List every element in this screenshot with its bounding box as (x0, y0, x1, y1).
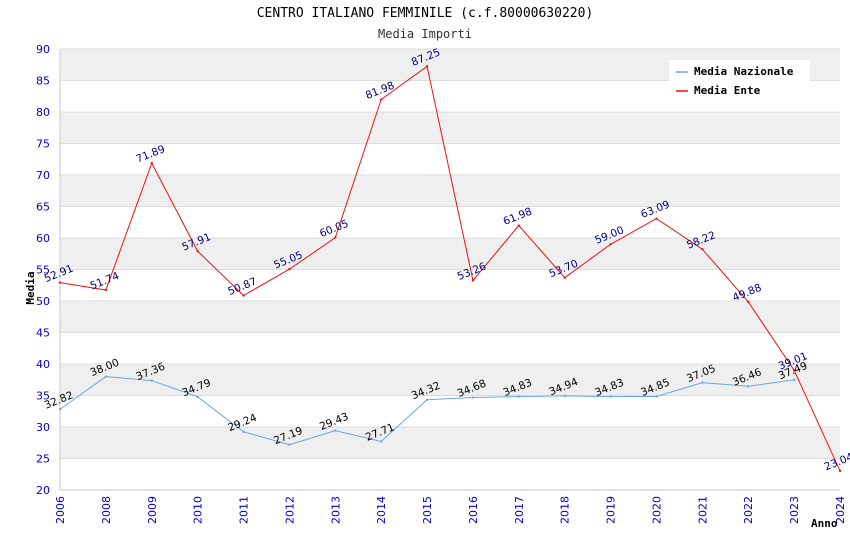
axes (59, 49, 840, 491)
y-tick-label-50: 50 (36, 295, 50, 308)
data-point-media-ente-2010 (196, 249, 199, 253)
series-line-media-ente (59, 65, 841, 472)
data-point-media-ente-2008 (104, 288, 108, 292)
data-point-media-ente-2018 (563, 276, 566, 279)
background-band (60, 427, 840, 459)
background-band (60, 175, 840, 207)
x-tick-label-2016: 2016 (467, 496, 480, 524)
data-point-media-nazionale-2023 (792, 378, 796, 382)
data-point-media-ente-2006 (58, 281, 62, 284)
data-point-media-nazionale-2020 (655, 395, 658, 398)
data-label-media-ente-2017: 61.98 (502, 206, 534, 228)
data-point-media-ente-2017 (517, 224, 521, 227)
data-point-media-nazionale-2010 (196, 395, 199, 399)
y-axis-ticks: 20 25 30 35 40 45 50 55 60 65 70 75 80 85 90 (36, 43, 50, 497)
data-point-media-nazionale-2017 (517, 395, 521, 398)
y-tick-label-90: 90 (36, 43, 50, 56)
y-tick-label-55: 55 (36, 264, 50, 277)
data-point-media-ente-2022 (747, 300, 750, 303)
x-tick-label-2020: 2020 (650, 496, 663, 524)
data-point-media-ente-2015 (425, 65, 429, 68)
data-point-media-nazionale-2016 (471, 396, 475, 399)
data-point-media-ente-2009 (150, 161, 153, 165)
data-point-media-ente-2020 (655, 217, 658, 220)
data-point-media-ente-2023 (792, 369, 796, 372)
data-point-media-nazionale-2014 (379, 440, 383, 443)
legend-label-media-nazionale: Media Nazionale (694, 65, 794, 78)
data-point-media-ente-2021 (701, 248, 704, 251)
y-tick-label-35: 35 (36, 390, 50, 403)
y-tick-label-70: 70 (36, 169, 50, 182)
data-point-media-nazionale-2006 (58, 408, 62, 411)
y-tick-label-25: 25 (36, 453, 50, 466)
y-tick-label-45: 45 (36, 327, 50, 340)
y-tick-label-75: 75 (36, 138, 50, 151)
x-tick-label-2017: 2017 (513, 496, 526, 524)
data-label-media-ente-2013: 60.05 (318, 218, 350, 240)
data-point-media-ente-2012 (288, 267, 291, 271)
background-band (60, 112, 840, 144)
background-band (60, 238, 840, 270)
legend-label-media-ente: Media Ente (694, 84, 761, 97)
x-tick-label-2019: 2019 (605, 496, 618, 524)
y-tick-label-40: 40 (36, 358, 50, 371)
x-tick-label-2015: 2015 (421, 496, 434, 524)
x-tick-label-2012: 2012 (283, 496, 296, 524)
data-point-media-nazionale-2012 (288, 443, 291, 446)
y-tick-label-85: 85 (36, 75, 50, 88)
x-axis-ticks: 2006 2008 2009 2010 2011 2012 2013 2014 2015 2016… (54, 496, 847, 524)
y-tick-label-30: 30 (36, 421, 50, 434)
legend: Media Nazionale Media Ente (669, 60, 810, 102)
x-tick-label-2008: 2008 (100, 496, 113, 524)
series-group (58, 65, 842, 473)
background-band (60, 301, 840, 333)
x-tick-label-2006: 2006 (54, 496, 67, 524)
data-point-media-nazionale-2013 (334, 429, 337, 432)
data-point-media-ente-2019 (609, 243, 612, 246)
y-tick-label-65: 65 (36, 201, 50, 214)
background-bands (60, 49, 840, 459)
x-tick-label-2013: 2013 (329, 496, 342, 524)
data-point-media-nazionale-2022 (747, 385, 750, 388)
data-point-media-nazionale-2015 (425, 398, 429, 401)
x-tick-label-2011: 2011 (238, 496, 251, 524)
data-point-media-nazionale-2009 (150, 379, 153, 382)
y-tick-label-60: 60 (36, 232, 50, 245)
data-point-media-nazionale-2018 (563, 394, 566, 398)
x-tick-label-2022: 2022 (742, 496, 755, 524)
data-point-media-nazionale-2011 (242, 430, 245, 433)
x-tick-label-2024: 2024 (834, 496, 847, 524)
data-point-media-ente-2016 (471, 279, 475, 282)
data-point-media-ente-2024 (838, 469, 842, 473)
x-tick-label-2018: 2018 (559, 496, 572, 524)
y-tick-label-80: 80 (36, 106, 50, 119)
data-point-media-ente-2013 (334, 236, 337, 239)
x-axis-title: Anno (811, 517, 838, 530)
y-tick-label-20: 20 (36, 484, 50, 497)
x-tick-label-2010: 2010 (192, 496, 205, 524)
data-point-media-nazionale-2019 (609, 395, 612, 398)
data-point-media-nazionale-2008 (104, 375, 108, 378)
x-tick-label-2021: 2021 (696, 496, 709, 524)
data-label-media-ente-2008: 51.74 (89, 270, 122, 293)
y-axis-title: Media (24, 271, 37, 304)
legend-box (669, 60, 810, 102)
data-point-media-nazionale-2021 (701, 381, 704, 384)
x-tick-label-2023: 2023 (788, 496, 801, 524)
background-band (60, 364, 840, 396)
chart-title: CENTRO ITALIANO FEMMINILE (c.f.800006302… (256, 6, 594, 21)
gridlines (60, 48, 840, 491)
data-point-media-ente-2014 (379, 98, 383, 101)
data-label-media-ente-2014: 81.98 (364, 80, 396, 102)
chart-subtitle: Media Importi (378, 27, 472, 41)
x-tick-label-2009: 2009 (146, 496, 159, 524)
data-label-media-ente-2009: 71.89 (134, 143, 166, 165)
x-tick-label-2014: 2014 (375, 496, 388, 524)
data-point-media-ente-2011 (242, 294, 245, 297)
